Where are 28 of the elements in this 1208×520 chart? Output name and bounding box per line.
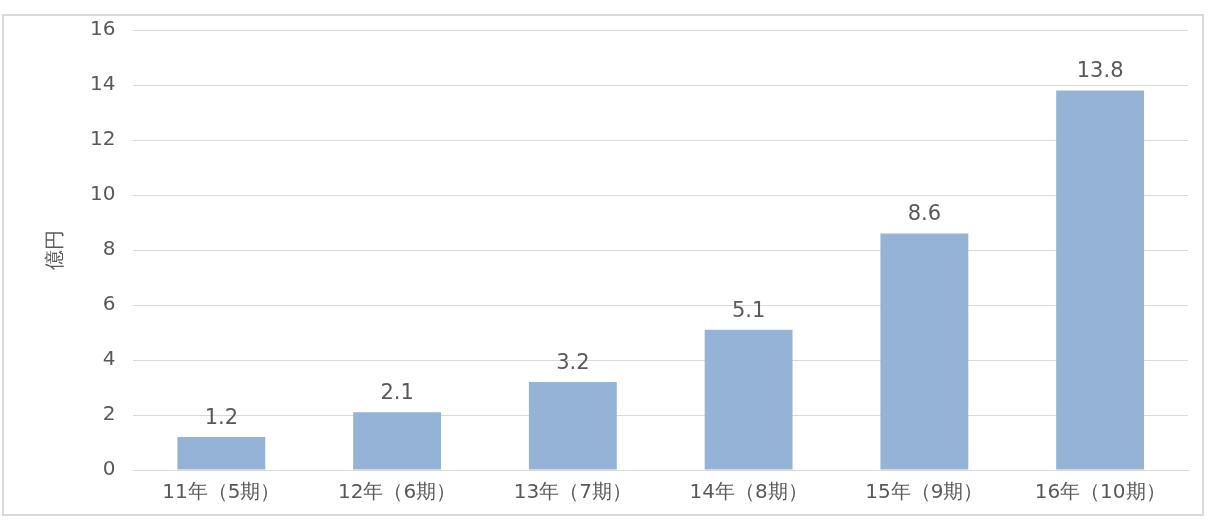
x-tick-label: 12年（6期） [337, 479, 457, 504]
y-tick-label: 2 [102, 401, 116, 426]
y-tick-label: 16 [90, 16, 116, 41]
x-tick-label: 15年（9期） [865, 479, 984, 504]
y-tick-label: 4 [102, 346, 116, 371]
data-label: 2.1 [380, 380, 414, 405]
data-label: 8.6 [907, 201, 942, 226]
y-tick-label: 6 [102, 291, 116, 316]
bar [880, 233, 969, 470]
x-tick-label: 11年（5期） [162, 479, 281, 504]
y-axis-title: 億円 [42, 230, 67, 270]
x-tick-label: 13年（7期） [513, 479, 632, 504]
bar [528, 382, 617, 470]
y-tick-label: 8 [102, 236, 116, 261]
bar [1056, 90, 1145, 470]
x-tick-label: 14年（8期） [689, 479, 808, 504]
data-label: 3.2 [556, 349, 590, 374]
data-label: 5.1 [731, 297, 766, 322]
y-tick-label: 12 [90, 126, 116, 151]
data-label: 1.2 [204, 404, 239, 429]
bar [704, 329, 793, 470]
data-label: 13.8 [1076, 58, 1124, 83]
y-tick-label: 0 [102, 456, 116, 481]
bar [177, 437, 266, 470]
x-tick-label: 16年（10期） [1034, 479, 1166, 504]
bar [353, 412, 442, 470]
y-tick-label: 10 [90, 181, 116, 206]
y-tick-label: 14 [90, 71, 116, 96]
